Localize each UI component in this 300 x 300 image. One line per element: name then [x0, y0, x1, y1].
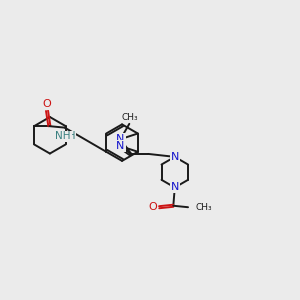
- Text: CH₃: CH₃: [121, 113, 138, 122]
- Text: O: O: [43, 99, 51, 110]
- Text: CH₃: CH₃: [195, 203, 212, 212]
- Text: N: N: [116, 141, 125, 151]
- Text: N: N: [171, 152, 179, 162]
- Text: NH: NH: [60, 131, 75, 142]
- Text: N: N: [116, 134, 125, 144]
- Text: O: O: [148, 202, 157, 212]
- Text: NH: NH: [56, 131, 71, 142]
- Text: N: N: [171, 182, 179, 193]
